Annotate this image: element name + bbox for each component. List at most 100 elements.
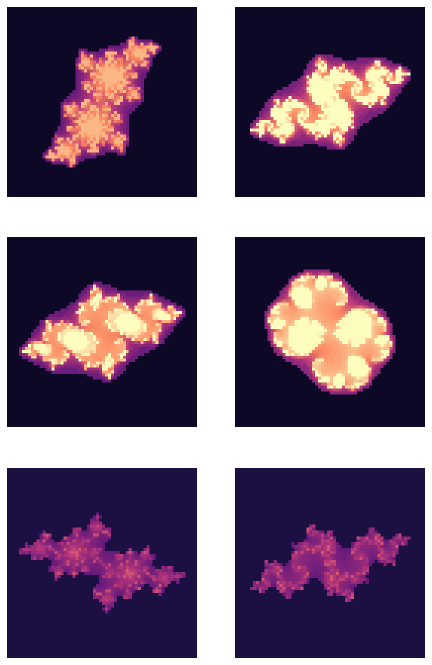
- fractal-pixel: [104, 308, 109, 312]
- fractal-pixel: [306, 275, 310, 279]
- fractal-pixel: [140, 343, 144, 348]
- fractal-pixel: [57, 320, 61, 324]
- fractal-pixel: [338, 355, 343, 359]
- fractal-pixel: [87, 320, 91, 324]
- fractal-pixel: [365, 84, 369, 88]
- fractal-pixel: [69, 305, 73, 309]
- fractal-pixel: [75, 99, 79, 103]
- fractal-pixel: [57, 146, 61, 150]
- fractal-pixel: [96, 125, 100, 129]
- fractal-pixel: [84, 140, 88, 144]
- fractal-pixel: [134, 551, 138, 555]
- fractal-pixel: [84, 340, 88, 345]
- fractal-pixel: [63, 128, 67, 132]
- fractal-pixel: [99, 54, 103, 58]
- fractal-pixel: [318, 326, 322, 330]
- fractal-pixel: [84, 337, 88, 342]
- fractal-pixel: [102, 343, 106, 348]
- fractal-pixel: [300, 320, 304, 324]
- fractal-pixel: [380, 332, 384, 336]
- fractal-pixel: [294, 116, 298, 121]
- fractal-pixel: [158, 305, 162, 309]
- fractal-pixel: [155, 329, 159, 333]
- fractal-pixel: [45, 355, 49, 359]
- fractal-pixel: [39, 346, 43, 351]
- fractal-pixel: [78, 320, 82, 324]
- fractal-pixel: [107, 349, 112, 353]
- fractal-pixel: [306, 134, 310, 138]
- fractal-pixel: [69, 349, 73, 353]
- fractal-pixel: [335, 57, 340, 61]
- fractal-pixel: [57, 355, 61, 359]
- fractal-pixel: [315, 107, 319, 112]
- fractal-pixel: [353, 81, 357, 85]
- fractal-pixel: [131, 104, 135, 109]
- fractal-pixel: [149, 568, 153, 573]
- fractal-pixel: [282, 293, 286, 297]
- fractal-pixel: [327, 84, 331, 88]
- fractal-pixel: [99, 116, 103, 121]
- fractal-pixel: [264, 104, 268, 109]
- fractal-pixel: [389, 99, 393, 103]
- fractal-pixel: [134, 63, 138, 67]
- fractal-pixel: [84, 332, 88, 336]
- fractal-pixel: [344, 296, 349, 300]
- fractal-pixel: [380, 323, 384, 327]
- fractal-pixel: [158, 302, 162, 306]
- fractal-pixel: [273, 104, 277, 109]
- fractal-pixel: [362, 337, 366, 342]
- fractal-pixel: [315, 278, 319, 282]
- fractal-pixel: [134, 568, 138, 573]
- fractal-pixel: [324, 379, 328, 383]
- fractal-pixel: [66, 355, 70, 359]
- fractal-pixel: [282, 287, 286, 291]
- fractal-pixel: [54, 545, 58, 549]
- fractal-pixel: [330, 320, 334, 324]
- fractal-pixel: [350, 290, 354, 294]
- fractal-pixel: [78, 542, 82, 546]
- fractal-pixel: [359, 320, 363, 324]
- fractal-pixel: [306, 122, 310, 126]
- fractal-pixel: [87, 128, 91, 132]
- fractal-pixel: [63, 161, 67, 165]
- fractal-pixel: [131, 308, 135, 312]
- fractal-pixel: [332, 116, 337, 121]
- fractal-pixel: [356, 388, 360, 392]
- fractal-pixel: [75, 568, 79, 573]
- fractal-pixel: [179, 317, 183, 321]
- fractal-pixel: [389, 326, 393, 330]
- fractal-pixel: [66, 320, 70, 324]
- fractal-pixel: [122, 314, 126, 318]
- fractal-pixel: [119, 96, 123, 100]
- fractal-pixel: [315, 102, 319, 106]
- fractal-pixel: [282, 113, 286, 118]
- fractal-pixel: [276, 128, 280, 132]
- fractal-pixel: [24, 551, 28, 555]
- fractal-pixel: [344, 340, 349, 345]
- fractal-pixel: [389, 84, 393, 88]
- fractal-pixel: [110, 57, 115, 61]
- fractal-pixel: [353, 305, 357, 309]
- fractal-pixel: [99, 376, 103, 380]
- fractal-pixel: [69, 320, 73, 324]
- fractal-pixel: [282, 349, 286, 353]
- fractal-pixel: [273, 107, 277, 112]
- fractal-pixel: [330, 87, 334, 91]
- fractal-pixel: [45, 329, 49, 333]
- fractal-pixel: [90, 296, 94, 300]
- fractal-pixel: [152, 51, 156, 55]
- fractal-pixel: [330, 131, 334, 135]
- fractal-pixel: [152, 54, 156, 58]
- fractal-pixel: [63, 317, 67, 321]
- fractal-pixel: [291, 317, 295, 321]
- fractal-pixel: [353, 343, 357, 348]
- fractal-pixel: [48, 542, 52, 546]
- fractal-pixel: [273, 113, 277, 118]
- fractal-pixel: [324, 332, 328, 336]
- fractal-pixel: [113, 84, 118, 88]
- fractal-pixel: [99, 281, 103, 285]
- fractal-pixel: [113, 128, 118, 132]
- fractal-pixel: [63, 545, 67, 549]
- fractal-pixel: [335, 75, 340, 79]
